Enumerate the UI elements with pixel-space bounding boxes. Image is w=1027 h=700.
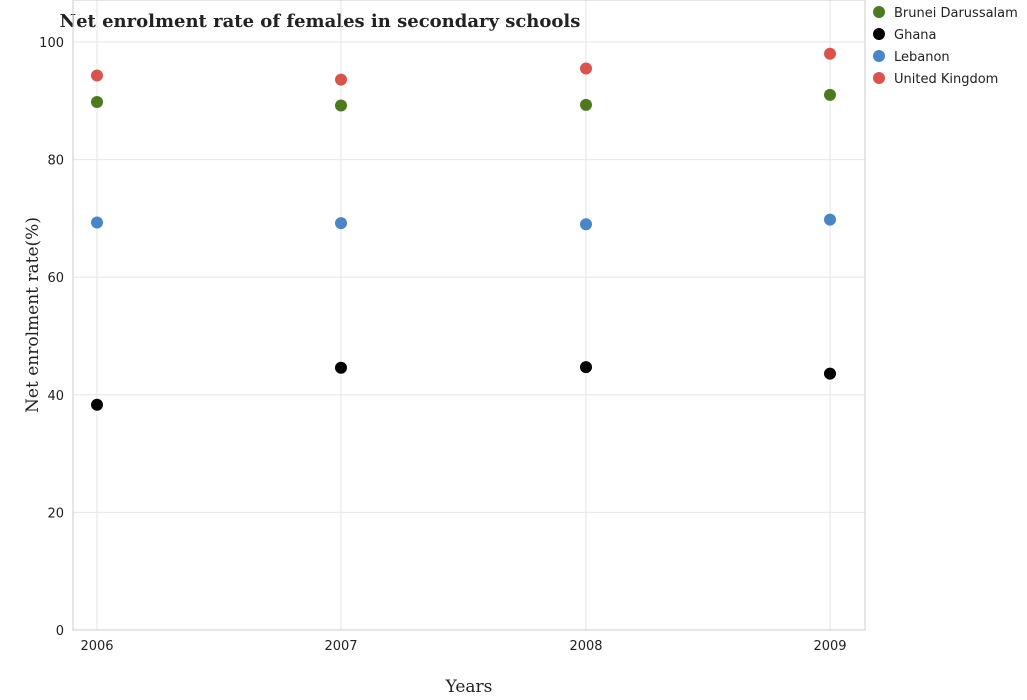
- data-point: [335, 99, 347, 112]
- x-axis-label: Years: [445, 677, 493, 697]
- x-tick-label: 2009: [813, 639, 846, 654]
- legend-label: Lebanon: [894, 50, 950, 65]
- data-point: [91, 69, 103, 82]
- data-point: [824, 47, 836, 60]
- legend-marker: [873, 28, 885, 40]
- y-tick-label: 0: [56, 624, 64, 639]
- legend-marker: [873, 72, 885, 84]
- data-point: [580, 218, 592, 231]
- data-point: [91, 398, 103, 411]
- y-tick-label: 60: [47, 271, 64, 286]
- data-point: [580, 62, 592, 75]
- y-tick-label: 80: [47, 154, 64, 169]
- legend: Brunei Darussalam Ghana Lebanon United King…: [873, 6, 1018, 87]
- y-tick-label: 40: [47, 389, 64, 404]
- plot-area: [72, 0, 866, 631]
- x-tick-label: 2008: [569, 639, 602, 654]
- data-point: [824, 367, 836, 380]
- data-point: [824, 213, 836, 226]
- data-point: [91, 216, 103, 229]
- data-point: [335, 217, 347, 230]
- legend-marker: [873, 50, 885, 62]
- x-tick-label: 2007: [324, 639, 357, 654]
- y-axis: 0 20 40 60 80 100: [39, 36, 64, 639]
- chart-title: Net enrolment rate of females in seconda…: [60, 11, 581, 32]
- data-point: [824, 88, 836, 101]
- data-point: [91, 95, 103, 108]
- data-point: [580, 361, 592, 374]
- legend-label: Brunei Darussalam: [894, 6, 1018, 21]
- y-tick-label: 100: [39, 36, 64, 51]
- legend-marker: [873, 6, 885, 18]
- x-axis: 2006 2007 2008 2009: [80, 639, 846, 654]
- data-point: [335, 73, 347, 86]
- data-point: [580, 98, 592, 111]
- y-axis-label: Net enrolment rate(%): [23, 217, 43, 413]
- data-points: [91, 47, 836, 411]
- legend-label: United Kingdom: [894, 72, 998, 87]
- grid-lines: [73, 0, 865, 631]
- legend-label: Ghana: [894, 28, 937, 43]
- data-point: [335, 361, 347, 374]
- x-tick-label: 2006: [80, 639, 113, 654]
- y-tick-label: 20: [47, 506, 64, 521]
